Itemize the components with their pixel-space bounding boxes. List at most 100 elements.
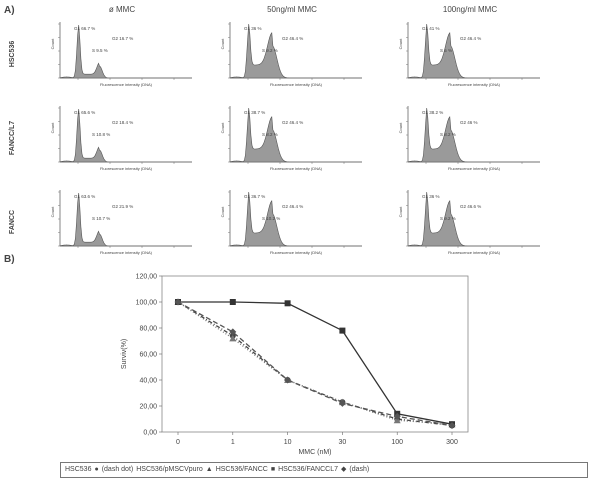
histogram-x-label: Fluorescence intensity (DNA)	[270, 250, 323, 255]
survival-chart: 0,00 20,00 40,00 60,00 80,00 100,00 120,00 0 1 10…	[121, 274, 469, 456]
x-tick-label: 10	[284, 439, 292, 446]
histogram-panel: G1 36.7 % G2 46.4 % S 10.2 % Fluorescence i…	[220, 190, 362, 255]
data-point	[393, 412, 401, 420]
y-tick-label: 120,00	[136, 274, 158, 281]
gate-label: S 9.2 %	[262, 48, 278, 53]
gate-label: G1 38.2 %	[422, 110, 443, 115]
x-axis-label: MMC (nM)	[298, 449, 331, 456]
x-tick-label: 0	[176, 439, 180, 446]
histogram-panel: G1 38.7 % G2 46.4 % S 8.2 % Fluorescence in…	[220, 106, 362, 171]
legend-entry: ◆	[341, 466, 347, 473]
x-tick-label: 30	[339, 439, 347, 446]
legend-entry: ●	[94, 466, 99, 473]
histogram-y-label: Count	[398, 206, 403, 218]
gate-label: G2 16.7 %	[112, 36, 133, 41]
histogram-x-label: Fluorescence intensity (DNA)	[270, 82, 323, 87]
x-tick-label: 1	[231, 439, 235, 446]
gate-label: S 9.5 %	[92, 48, 108, 53]
data-point	[339, 327, 346, 334]
gate-label: G2 46.4 %	[282, 36, 303, 41]
column-header: 100ng/ml MMC	[443, 5, 497, 14]
gate-label: S 8.2 %	[440, 132, 456, 137]
gate-label: G1 36.7 %	[244, 194, 265, 199]
histogram-x-label: Fluorescence intensity (DNA)	[100, 82, 153, 87]
y-tick-label: 40,00	[139, 378, 157, 385]
histogram-area	[407, 107, 540, 163]
panel-label-b: B)	[4, 254, 15, 265]
histogram-y-label: Count	[50, 122, 55, 134]
data-point	[284, 300, 291, 307]
histogram-x-label: Fluorescence intensity (DNA)	[448, 250, 501, 255]
series-line-hsc536-pmscvpuro	[177, 301, 453, 425]
histogram-area	[407, 23, 540, 79]
histogram-area	[59, 24, 192, 79]
data-point	[229, 299, 236, 305]
gate-label: G1 63.6 %	[74, 194, 95, 199]
data-point	[393, 416, 401, 424]
y-axis-label: Surviv(%)	[121, 339, 128, 369]
gate-label: S 10.7 %	[92, 216, 110, 221]
gate-label: S 5 %	[440, 48, 452, 53]
gate-label: S 10.8 %	[92, 132, 110, 137]
histogram-y-label: Count	[398, 122, 403, 134]
plot-frame	[161, 275, 469, 433]
gate-label: G2 46.6 %	[460, 204, 481, 209]
gate-label: S 9.2 %	[440, 216, 456, 221]
histogram-y-label: Count	[50, 38, 55, 50]
gate-label: G1 41 %	[422, 26, 440, 31]
legend-entry: HSC536	[65, 466, 92, 473]
row-label: HSC536	[9, 41, 16, 68]
data-point	[174, 298, 182, 306]
histogram-x-label: Fluorescence intensity (DNA)	[448, 166, 501, 171]
gate-label: G2 46.4 %	[460, 36, 481, 41]
histogram-area	[229, 191, 362, 247]
y-tick-label: 100,00	[136, 300, 158, 307]
histogram-area	[407, 191, 540, 247]
gate-label: G1 36 %	[422, 194, 440, 199]
legend-entry: (dash)	[349, 466, 370, 473]
row-label: FANCC	[9, 210, 16, 234]
gate-label: G2 18.4 %	[112, 120, 133, 125]
histogram-y-label: Count	[398, 38, 403, 50]
series-line-hsc536	[177, 301, 453, 427]
data-point	[284, 376, 292, 384]
series-line-hsc536-fanccl7	[177, 301, 453, 427]
legend-entry: ■	[270, 466, 276, 473]
gate-label: G2 46 %	[460, 120, 478, 125]
x-tick-label: 100	[391, 439, 403, 446]
gate-label: G1 66.7 %	[74, 26, 95, 31]
histogram-panel: G1 66.7 % G2 16.7 % S 9.5 % Fluorescence in…	[50, 22, 192, 87]
histogram-y-label: Count	[50, 206, 55, 218]
gate-label: S 8.2 %	[262, 132, 278, 137]
y-tick-label: 0,00	[143, 430, 157, 437]
legend-entry: ▲	[205, 466, 213, 473]
histogram-panel: G1 41 % G2 46.4 % S 5 % Fluorescence intens…	[398, 22, 540, 87]
histogram-x-label: Fluorescence intensity (DNA)	[100, 166, 153, 171]
data-point	[229, 328, 237, 336]
gate-label: G1 36 %	[244, 26, 262, 31]
chart-legend: HSC536 ● (dash dot) HSC536/pMSCVpuro ▲ HSC536…	[60, 462, 588, 478]
flow-cytometry-grid: ø MMC 50ng/ml MMC 100ng/ml MMC HSC536 FANCC/…	[9, 5, 540, 255]
gate-label: S 10.2 %	[262, 216, 280, 221]
histogram-area	[229, 23, 362, 79]
gate-label: G1 65.6 %	[74, 110, 95, 115]
gate-label: G2 46.4 %	[282, 120, 303, 125]
histogram-y-label: Count	[220, 122, 225, 134]
histogram-x-label: Fluorescence intensity (DNA)	[448, 82, 501, 87]
histogram-x-label: Fluorescence intensity (DNA)	[100, 250, 153, 255]
histogram-panel: G1 36 % G2 46.4 % S 9.2 % Fluorescence inte…	[220, 22, 362, 87]
histogram-area	[59, 108, 192, 163]
histogram-y-label: Count	[220, 38, 225, 50]
histogram-area	[229, 107, 362, 163]
panel-label-a: A)	[4, 5, 15, 16]
gate-label: G1 38.7 %	[244, 110, 265, 115]
legend-entry: HSC536/FANCCL7	[278, 466, 338, 473]
row-label: FANCC/L7	[9, 121, 16, 155]
y-tick-label: 20,00	[139, 404, 157, 411]
legend-entry: HSC536/FANCC	[215, 466, 268, 473]
histogram-panel: G1 63.6 % G2 21.9 % S 10.7 % Fluorescence i…	[50, 190, 192, 255]
histogram-panel: G1 38.2 % G2 46 % S 8.2 % Fluorescence inte…	[398, 106, 540, 171]
data-point	[338, 399, 346, 407]
histogram-area	[59, 192, 192, 247]
